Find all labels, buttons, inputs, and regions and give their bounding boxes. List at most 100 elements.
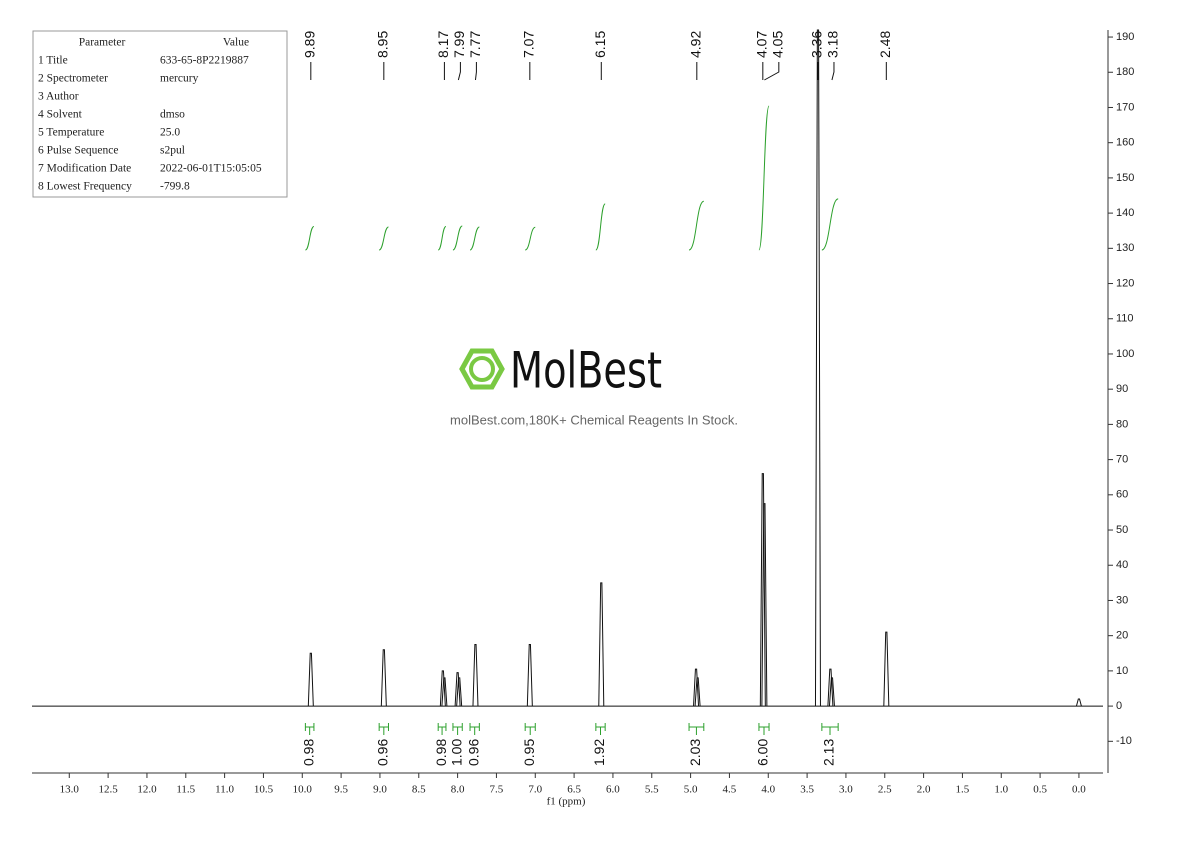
y-tick-label: 20 xyxy=(1116,630,1128,642)
table-cell: 633-65-8P2219887 xyxy=(160,55,249,67)
x-tick-label: 7.0 xyxy=(528,784,542,796)
x-tick-label: 2.5 xyxy=(878,784,892,796)
table-cell: -799.8 xyxy=(160,181,190,193)
peak-label: 2.48 xyxy=(877,31,893,58)
integral-bracket xyxy=(378,723,389,735)
x-tick-label: 8.0 xyxy=(451,784,465,796)
peak xyxy=(693,668,700,707)
integral-curve xyxy=(437,225,447,251)
y-tick-label: 100 xyxy=(1116,348,1134,360)
y-tick-label: 60 xyxy=(1116,489,1128,501)
y-tick-label: 150 xyxy=(1116,172,1134,184)
peak xyxy=(441,677,448,707)
integral-label: 1.92 xyxy=(591,739,607,766)
peak-label: 4.07 xyxy=(754,31,770,58)
table-cell: 2 Spectrometer xyxy=(38,73,108,85)
x-tick-label: 2.0 xyxy=(917,784,931,796)
table-cell: 1 Title xyxy=(38,55,68,67)
y-tick-label: 140 xyxy=(1116,207,1134,219)
integral-curve xyxy=(452,225,463,251)
x-tick-label: 9.0 xyxy=(373,784,387,796)
x-tick-label: 6.5 xyxy=(567,784,581,796)
y-tick-label: 90 xyxy=(1116,383,1128,395)
x-tick-label: 4.5 xyxy=(723,784,737,796)
table-cell: mercury xyxy=(160,73,199,85)
table-cell: 25.0 xyxy=(160,127,180,139)
peak-label: 7.99 xyxy=(451,31,467,58)
x-tick-label: 11.0 xyxy=(215,784,234,796)
y-tick-label: 70 xyxy=(1116,454,1128,466)
peak xyxy=(761,503,768,707)
peak xyxy=(439,670,446,707)
integral-curve xyxy=(595,203,606,251)
y-tick-label: -10 xyxy=(1116,735,1132,747)
parameter-box xyxy=(32,30,288,198)
integral-label: 0.98 xyxy=(433,739,449,766)
x-tick-label: 12.0 xyxy=(137,784,157,796)
y-tick-label: 10 xyxy=(1116,665,1128,677)
integral-curve xyxy=(524,226,536,251)
y-tick-label: 80 xyxy=(1116,418,1128,430)
x-tick-label: 10.5 xyxy=(254,784,274,796)
x-tick-label: 7.5 xyxy=(490,784,504,796)
table-cell: 2022-06-01T15:05:05 xyxy=(160,163,262,175)
logo xyxy=(459,348,505,390)
table-cell: dmso xyxy=(160,109,185,121)
peak xyxy=(307,652,314,707)
peak-label: 4.05 xyxy=(770,31,786,58)
integral-label: 0.98 xyxy=(300,739,316,766)
x-axis-label: f1 (ppm) xyxy=(547,796,586,808)
integral-bracket xyxy=(688,723,705,735)
peak-label: 8.17 xyxy=(435,31,451,58)
x-tick-label: 10.0 xyxy=(293,784,313,796)
x-tick-label: 4.0 xyxy=(761,784,775,796)
peak-connector xyxy=(764,62,780,81)
x-tick-label: 3.0 xyxy=(839,784,853,796)
integral-label: 2.03 xyxy=(687,739,703,766)
peak xyxy=(598,582,605,707)
y-tick-label: 190 xyxy=(1116,31,1134,43)
peak xyxy=(456,677,463,707)
x-tick-label: 1.0 xyxy=(994,784,1008,796)
tagline: molBest.com,180K+ Chemical Reagents In S… xyxy=(450,412,738,427)
peak xyxy=(380,649,387,707)
y-tick-label: 120 xyxy=(1116,277,1134,289)
x-tick-label: 13.0 xyxy=(60,784,80,796)
integral-curve xyxy=(688,200,705,251)
x-tick-label: 5.5 xyxy=(645,784,659,796)
y-tick-label: 130 xyxy=(1116,242,1134,254)
integral-bracket xyxy=(758,723,770,735)
x-tick-label: 11.5 xyxy=(176,784,195,796)
table-cell: 4 Solvent xyxy=(38,109,83,121)
table-cell: 3 Author xyxy=(38,91,79,103)
peak-label: 9.89 xyxy=(302,31,318,58)
integral-label: 0.96 xyxy=(375,739,391,766)
integral-label: 1.00 xyxy=(448,739,464,766)
peak-label: 7.77 xyxy=(467,31,483,58)
y-tick-label: 170 xyxy=(1116,101,1134,113)
peak xyxy=(759,473,766,707)
x-tick-label: 1.5 xyxy=(956,784,970,796)
x-tick-label: 5.0 xyxy=(684,784,698,796)
table-cell: 7 Modification Date xyxy=(38,163,131,175)
peak-label: 6.15 xyxy=(592,31,608,58)
x-tick-label: 6.0 xyxy=(606,784,620,796)
integral-label: 6.00 xyxy=(755,739,771,766)
peak-connector xyxy=(831,62,835,81)
peak-label: 8.95 xyxy=(375,31,391,58)
integral-bracket xyxy=(469,723,480,735)
table-cell: s2pul xyxy=(160,145,185,157)
peak-label: 3.18 xyxy=(825,31,841,58)
table-cell: 6 Pulse Sequence xyxy=(38,145,118,157)
y-tick-label: 180 xyxy=(1116,66,1134,78)
integral-curve xyxy=(305,225,315,251)
y-tick-label: 160 xyxy=(1116,137,1134,149)
peak xyxy=(828,677,835,707)
peak xyxy=(694,677,701,707)
x-tick-label: 0.5 xyxy=(1033,784,1047,796)
peak-label: 7.07 xyxy=(521,31,537,58)
y-tick-label: 0 xyxy=(1116,700,1122,712)
y-tick-label: 30 xyxy=(1116,594,1128,606)
brand: MolBest xyxy=(510,342,662,400)
